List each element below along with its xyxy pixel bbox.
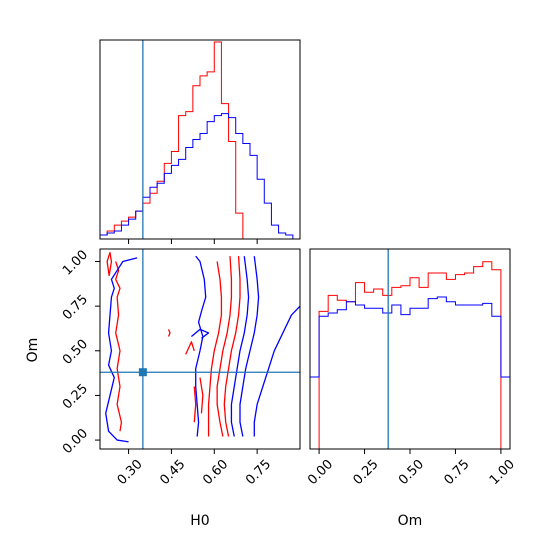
- x-axis-label-h0: H0: [190, 513, 209, 529]
- om-hist-xtick-label: 0.00: [305, 457, 336, 488]
- h0-histogram-panel: [99, 39, 301, 244]
- contour-line-5: [230, 256, 250, 437]
- contour-line-6: [239, 256, 260, 437]
- contour-line-12: [185, 341, 195, 355]
- x-axis-label-om: Om: [398, 513, 423, 529]
- y-axis-label-om: Om: [25, 338, 41, 363]
- contour-line-1: [195, 255, 207, 437]
- contour-line-9: [105, 257, 138, 443]
- truth-marker: [138, 368, 147, 377]
- contour-line-3: [216, 256, 233, 437]
- joint-ytick-label: 0.25: [60, 381, 91, 412]
- contour-line-8: [115, 261, 123, 432]
- joint-xtick-label: 0.45: [157, 457, 188, 488]
- joint-ytick-label: 0.75: [60, 292, 91, 323]
- joint-xtick-label: 0.60: [200, 457, 231, 488]
- om-hist-xtick-label: 0.75: [441, 457, 472, 488]
- om-hist-xtick-label: 0.25: [351, 457, 382, 488]
- joint-ytick-label: 0.50: [60, 337, 91, 368]
- h0-hist-series-2-step: [100, 113, 294, 239]
- contour-line-13: [191, 328, 210, 339]
- contour-line-10: [106, 251, 113, 276]
- h0-histogram-frame: [99, 39, 301, 240]
- contour-line-4: [223, 256, 241, 437]
- om-hist-xtick-label: 0.50: [396, 457, 427, 488]
- contour-line-2: [207, 261, 223, 437]
- joint-panel-frame: [99, 248, 301, 450]
- joint-ytick-label: 1.00: [60, 247, 91, 278]
- h0-hist-series-1-step: [100, 41, 250, 239]
- om-histogram-panel: 0.00 0.25 0.50 0.75 1.00 Om: [305, 248, 518, 529]
- contour-line-14: [193, 386, 197, 423]
- joint-xtick-label: 0.75: [243, 457, 274, 488]
- joint-ytick-label: 0.00: [60, 426, 91, 457]
- om-hist-xtick-label: 1.00: [487, 457, 518, 488]
- joint-xtick-label: 0.30: [115, 457, 146, 488]
- contour-line-11: [167, 329, 171, 337]
- contour-line-15: [199, 377, 204, 414]
- contour-line-7: [253, 305, 300, 437]
- joint-contour-panel: 0.30 0.45 0.60 0.750.000.250.500.751.00 H0 …: [25, 247, 301, 529]
- om-hist-series-2-step: [310, 296, 510, 449]
- om-hist-series-1-step: [318, 261, 510, 449]
